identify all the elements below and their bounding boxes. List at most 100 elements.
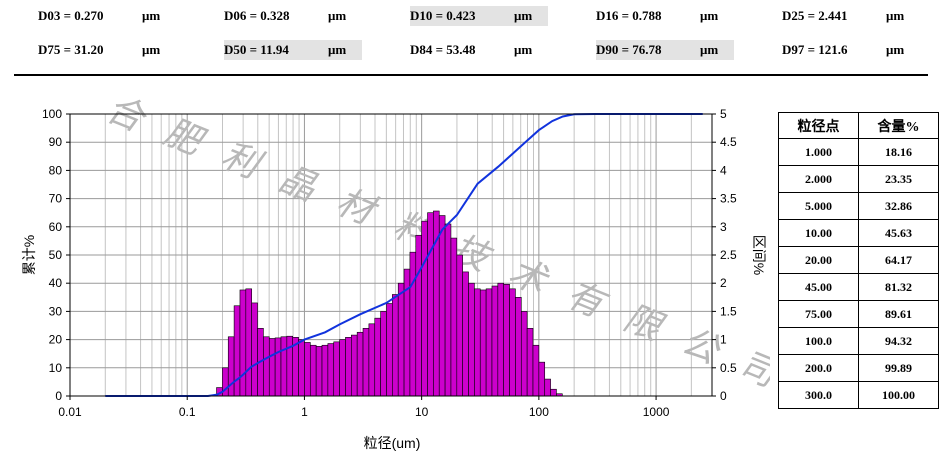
d-value-item: D25 = 2.441 μm	[782, 6, 904, 26]
y-left-tick-label: 70	[49, 192, 63, 206]
histogram-bar	[239, 289, 247, 397]
d-value-label: D90 = 76.78	[596, 42, 662, 57]
histogram-bar	[392, 294, 399, 397]
table-row: 1.000 18.16	[778, 138, 939, 166]
y-right-tick-label: 5	[720, 107, 727, 121]
y-right-tick-label: 4.5	[720, 135, 737, 149]
y-left-tick-label: 90	[49, 135, 63, 149]
table-cell-size: 200.0	[778, 354, 859, 382]
histogram-bar	[421, 220, 428, 397]
table-cell-content: 64.17	[858, 246, 939, 274]
d-value-item: D84 = 53.48 μm	[410, 40, 532, 60]
table-cell-size: 1.000	[778, 138, 859, 166]
histogram-bar	[409, 251, 417, 397]
table-cell-content: 32.86	[858, 192, 939, 220]
y-left-tick-label: 60	[49, 220, 63, 234]
histogram-bar	[491, 285, 499, 397]
histogram-bar	[526, 328, 534, 397]
header-divider	[14, 74, 928, 76]
histogram-bar	[280, 336, 288, 397]
table-row: 300.0 100.00	[778, 381, 939, 409]
histogram-bar	[245, 288, 252, 397]
y-left-tick-label: 80	[49, 163, 63, 177]
d-value-item: D03 = 0.270 μm	[38, 6, 160, 26]
histogram-bar	[298, 339, 305, 397]
d-value-unit: μm	[142, 8, 161, 23]
histogram-bar	[286, 335, 294, 397]
table-cell-size: 100.0	[778, 327, 859, 355]
y-left-tick-label: 40	[49, 276, 63, 290]
histogram-bar	[251, 302, 258, 397]
x-axis-title: 粒径(um)	[364, 435, 421, 451]
d-value-unit: μm	[514, 42, 533, 57]
cumulative-curve	[105, 113, 703, 397]
y-right-tick-label: 1.5	[720, 304, 737, 318]
d-value-unit: μm	[886, 8, 905, 23]
histogram-bar	[415, 234, 422, 397]
y-left-axis-title: 累计%	[21, 235, 37, 275]
d-value-item: D75 = 31.20 μm	[38, 40, 160, 60]
y-right-tick-label: 0	[720, 389, 727, 403]
x-tick-label: 1	[301, 405, 308, 419]
histogram-bar	[345, 337, 352, 397]
d-value-unit: μm	[514, 8, 533, 23]
d-value-unit: μm	[328, 42, 347, 57]
histogram-bars	[216, 210, 563, 397]
table-cell-content: 89.61	[858, 300, 939, 328]
table-cell-content: 45.63	[858, 219, 939, 247]
y-left-tick-label: 30	[49, 304, 63, 318]
x-tick-label: 0.1	[179, 405, 196, 419]
table-cell-size: 20.00	[778, 246, 859, 274]
histogram-bar	[509, 288, 516, 397]
table-header-row: 粒径点 含量%	[778, 112, 939, 139]
y-right-tick-label: 4	[720, 163, 727, 177]
y-right-tick-label: 2.5	[720, 248, 737, 262]
table-row: 20.00 64.17	[778, 246, 939, 274]
d-value-label: D03 = 0.270	[38, 8, 104, 23]
d-value-unit: μm	[886, 42, 905, 57]
histogram-bar	[497, 282, 504, 397]
x-axis-ticks: 0.01 0.1 1 10 100 1000	[58, 396, 670, 419]
table-row: 200.0 99.89	[778, 354, 939, 382]
table-cell-size: 75.00	[778, 300, 859, 328]
d-value-label: D75 = 31.20	[38, 42, 104, 57]
y-left-tick-label: 10	[49, 361, 63, 375]
histogram-bar	[515, 297, 522, 397]
histogram-bar	[339, 339, 346, 397]
histogram-bar	[233, 305, 241, 397]
table-cell-size: 10.00	[778, 219, 859, 247]
x-tick-label: 10	[415, 405, 429, 419]
table-cell-content: 23.35	[858, 165, 939, 193]
histogram-bar	[468, 282, 475, 397]
table-header-size: 粒径点	[778, 112, 859, 139]
histogram-bar	[450, 237, 458, 397]
x-tick-label: 1000	[643, 405, 670, 419]
d-value-item: D10 = 0.423 μm	[410, 6, 548, 26]
d-value-label: D97 = 121.6	[782, 42, 848, 57]
histogram-bar	[362, 328, 370, 397]
histogram-bar	[520, 311, 528, 397]
histogram-bar	[444, 223, 452, 397]
d-value-unit: μm	[142, 42, 161, 57]
table-cell-content: 99.89	[858, 354, 939, 382]
d-value-item: D97 = 121.6 μm	[782, 40, 904, 60]
table-row: 45.00 81.32	[778, 273, 939, 301]
table-cell-size: 5.000	[778, 192, 859, 220]
d-value-unit: μm	[700, 8, 719, 23]
histogram-bar	[456, 254, 463, 397]
histogram-bar	[397, 282, 405, 397]
histogram-bar	[321, 344, 329, 397]
histogram-bar	[333, 341, 340, 397]
content-table: 粒径点 含量% 1.000 18.16 2.000 23.35 5.000 32.86…	[778, 112, 939, 409]
d-value-unit: μm	[328, 8, 347, 23]
table-cell-content: 100.00	[858, 381, 939, 409]
histogram-bar	[503, 284, 510, 397]
y-right-tick-label: 1	[720, 333, 727, 347]
d-value-item: D90 = 76.78 μm	[596, 40, 734, 60]
y-left-tick-label: 0	[55, 389, 62, 403]
histogram-bar	[538, 361, 546, 397]
y-right-tick-label: 3	[720, 220, 727, 234]
histogram-bar	[327, 343, 335, 397]
y-left-tick-label: 50	[49, 248, 63, 262]
y-right-tick-label: 2	[720, 276, 727, 290]
